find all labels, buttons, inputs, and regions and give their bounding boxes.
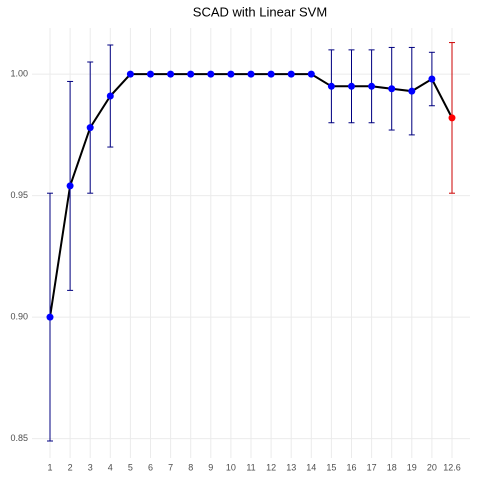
y-tick-label: 1.00 (10, 69, 28, 79)
x-tick-label: 6 (148, 462, 153, 472)
point (126, 70, 134, 78)
point (388, 85, 396, 93)
x-tick-label: 16 (346, 462, 356, 472)
point (187, 70, 195, 78)
x-tick-label: 17 (367, 462, 377, 472)
point (46, 313, 54, 321)
x-tick-label: 13 (286, 462, 296, 472)
x-tick-label: 4 (108, 462, 113, 472)
point (167, 70, 175, 78)
x-tick-label: 11 (246, 462, 255, 472)
x-tick-label: 12 (266, 462, 276, 472)
x-tick-label: 20 (427, 462, 437, 472)
point (307, 70, 315, 78)
x-tick-label: 8 (188, 462, 193, 472)
point (147, 70, 154, 78)
x-tick-label: 18 (387, 462, 397, 472)
point (428, 75, 436, 83)
point (327, 82, 335, 90)
x-tick-label: 5 (128, 462, 133, 472)
x-tick-label: 10 (226, 462, 236, 472)
x-tick-label: 12.6 (443, 462, 461, 472)
x-tick-label: 2 (68, 462, 73, 472)
point (227, 70, 235, 78)
point (368, 82, 376, 90)
point (448, 114, 456, 122)
x-tick-label: 7 (168, 462, 173, 472)
x-tick-label: 19 (407, 462, 417, 472)
point (207, 70, 215, 78)
point (106, 92, 114, 100)
point (348, 82, 355, 90)
point (247, 70, 255, 78)
x-tick-label: 9 (208, 462, 213, 472)
x-tick-label: 14 (306, 462, 316, 472)
point (267, 70, 275, 78)
chart-title: SCAD with Linear SVM (193, 4, 327, 19)
y-tick-label: 0.95 (10, 190, 28, 200)
y-tick-label: 0.85 (10, 433, 28, 443)
point (408, 87, 416, 95)
x-tick-label: 3 (88, 462, 93, 472)
point (66, 182, 74, 190)
x-tick-label: 15 (326, 462, 336, 472)
y-tick-label: 0.90 (10, 311, 28, 321)
point (86, 124, 94, 132)
point (287, 70, 295, 78)
x-tick-label: 1 (47, 462, 52, 472)
